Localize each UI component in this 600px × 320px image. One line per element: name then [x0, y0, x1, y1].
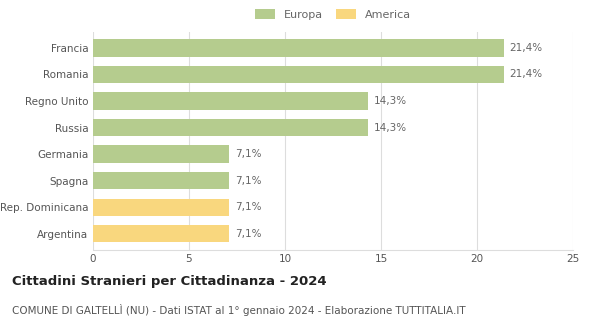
- Text: 21,4%: 21,4%: [509, 43, 543, 53]
- Legend: Europa, America: Europa, America: [253, 7, 413, 22]
- Bar: [93, 172, 229, 189]
- Bar: [93, 92, 368, 110]
- Bar: [93, 198, 229, 216]
- Bar: [93, 225, 229, 242]
- Text: 21,4%: 21,4%: [509, 69, 543, 79]
- Text: 14,3%: 14,3%: [373, 96, 406, 106]
- Text: 14,3%: 14,3%: [373, 123, 406, 132]
- Bar: [93, 146, 229, 163]
- Text: 7,1%: 7,1%: [235, 202, 262, 212]
- Bar: [93, 66, 504, 83]
- Text: 7,1%: 7,1%: [235, 149, 262, 159]
- Text: 7,1%: 7,1%: [235, 229, 262, 239]
- Text: 7,1%: 7,1%: [235, 176, 262, 186]
- Text: COMUNE DI GALTELLÌ (NU) - Dati ISTAT al 1° gennaio 2024 - Elaborazione TUTTITALI: COMUNE DI GALTELLÌ (NU) - Dati ISTAT al …: [12, 304, 466, 316]
- Bar: [93, 119, 368, 136]
- Bar: [93, 39, 504, 57]
- Text: Cittadini Stranieri per Cittadinanza - 2024: Cittadini Stranieri per Cittadinanza - 2…: [12, 275, 326, 288]
